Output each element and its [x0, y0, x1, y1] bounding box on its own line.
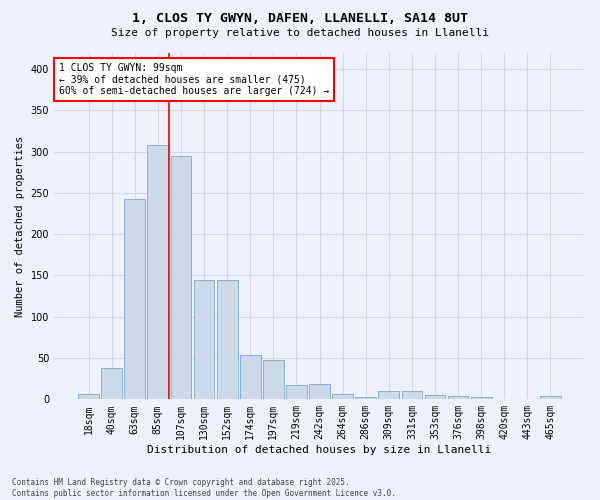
Text: Size of property relative to detached houses in Llanelli: Size of property relative to detached ho… [111, 28, 489, 38]
Bar [170, 156, 191, 400]
Text: 1 CLOS TY GWYN: 99sqm
← 39% of detached houses are smaller (475)
60% of semi-det: 1 CLOS TY GWYN: 99sqm ← 39% of detached … [59, 63, 329, 96]
Bar [332, 394, 353, 400]
Bar [355, 397, 376, 400]
Bar [425, 395, 445, 400]
Text: 1, CLOS TY GWYN, DAFEN, LLANELLI, SA14 8UT: 1, CLOS TY GWYN, DAFEN, LLANELLI, SA14 8… [132, 12, 468, 26]
Bar [471, 397, 491, 400]
Bar [78, 394, 99, 400]
Bar [540, 396, 561, 400]
Y-axis label: Number of detached properties: Number of detached properties [15, 136, 25, 316]
Bar [148, 145, 168, 400]
Bar [494, 398, 515, 400]
Bar [240, 354, 260, 400]
Bar [101, 368, 122, 400]
Bar [448, 396, 469, 400]
Bar [286, 386, 307, 400]
Bar [217, 280, 238, 400]
Text: Contains HM Land Registry data © Crown copyright and database right 2025.
Contai: Contains HM Land Registry data © Crown c… [12, 478, 396, 498]
Bar [309, 384, 330, 400]
Bar [194, 280, 214, 400]
Bar [379, 391, 399, 400]
X-axis label: Distribution of detached houses by size in Llanelli: Distribution of detached houses by size … [148, 445, 491, 455]
Bar [401, 391, 422, 400]
Bar [124, 198, 145, 400]
Bar [263, 360, 284, 400]
